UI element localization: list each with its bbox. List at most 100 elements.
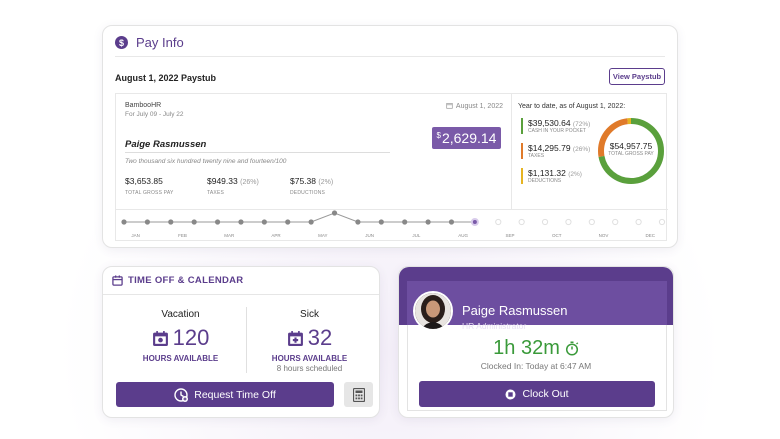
- vacation-hours: 120: [172, 325, 210, 350]
- timeline-month-label: SEP: [505, 233, 515, 238]
- paystub-title: August 1, 2022 Paystub: [115, 73, 217, 83]
- deductions-value: $75.38 (2%): [290, 176, 333, 186]
- timeline-point[interactable]: [238, 219, 244, 225]
- company-name: BambooHR: [125, 102, 162, 109]
- gross-pay-label: TOTAL GROSS PAY: [125, 190, 174, 196]
- clock-out-label: Clock Out: [522, 388, 569, 400]
- ytd-title: Year to date, as of August 1, 2022:: [518, 103, 626, 110]
- timeline-point[interactable]: [308, 219, 314, 225]
- timeline-point[interactable]: [541, 218, 549, 226]
- ytd-taxes: $14,295.79 (26%) TAXES: [521, 143, 590, 159]
- timeline-point[interactable]: [612, 218, 619, 226]
- timeline-point[interactable]: [355, 219, 361, 225]
- timeline-point[interactable]: [448, 219, 455, 225]
- timeline-point[interactable]: [495, 218, 502, 226]
- signature-line: [125, 152, 390, 153]
- vacation-name: Vacation: [161, 309, 200, 320]
- vacation-calendar-icon: [152, 330, 168, 346]
- clock-status-panel: [407, 325, 667, 411]
- sick-name: Sick: [300, 309, 319, 320]
- timeline-point[interactable]: [378, 219, 384, 225]
- timeline-point[interactable]: [168, 219, 174, 225]
- pay-info-title: Pay Info: [136, 35, 184, 50]
- deductions-amount: $75.38: [290, 176, 316, 186]
- taxes-label: TAXES: [207, 190, 225, 196]
- timeline-point[interactable]: [402, 219, 408, 225]
- timeline-point[interactable]: [425, 219, 431, 225]
- pay-info-card: $ Pay Info August 1, 2022 Paystub View P…: [102, 25, 678, 248]
- timeline-month-label: MAR: [224, 233, 235, 238]
- clock-out-button[interactable]: Clock Out: [419, 381, 655, 407]
- timeline-months: JAN FEB MAR APR MAY JUN JUL AUG SEP OCT NOV DEC: [116, 233, 668, 243]
- donut-slice: [598, 118, 664, 184]
- timeline-month-label: JUN: [365, 233, 374, 238]
- request-time-off-button[interactable]: Request Time Off: [116, 382, 334, 407]
- timeline-point[interactable]: [658, 218, 666, 226]
- timeline-line: [124, 212, 475, 223]
- stopwatch-icon: [565, 341, 579, 356]
- pay-date: August 1, 2022: [446, 102, 503, 110]
- timeline-point[interactable]: [635, 218, 642, 226]
- calculator-button[interactable]: [344, 382, 373, 407]
- calendar-icon: [446, 103, 453, 109]
- sick-hours-label: HOURS AVAILABLE: [271, 354, 348, 363]
- clock-in-card: Paige Rasmussen HR Administrator 1h 32m …: [398, 266, 674, 418]
- ytd-deductions-label: DEDUCTIONS: [528, 178, 562, 184]
- ytd-taxes-pct: (26%): [572, 146, 591, 153]
- time-off-title: TIME OFF & CALENDAR: [128, 275, 244, 286]
- timeline-point[interactable]: [121, 219, 127, 225]
- timeline-month-label: NOV: [598, 233, 609, 238]
- timeline-point[interactable]: [191, 219, 197, 225]
- deductions-pct: (2%): [318, 179, 334, 186]
- employee-name: Paige Rasmussen: [125, 139, 207, 150]
- timeline-track: [121, 210, 666, 226]
- pay-date-text: August 1, 2022: [455, 103, 503, 110]
- taxes-pct: (26%): [240, 179, 259, 186]
- sick-hours: 32: [307, 325, 333, 350]
- pay-info-header: $ Pay Info: [115, 35, 184, 50]
- dollar-icon: $: [115, 36, 128, 49]
- pay-period: For July 09 - July 22: [125, 111, 184, 118]
- timeline-month-label: JAN: [131, 233, 140, 238]
- request-time-off-label: Request Time Off: [194, 388, 276, 401]
- divider: [115, 56, 665, 57]
- employee-role: HR Administrator: [462, 321, 527, 331]
- time-off-request-icon: [174, 387, 189, 402]
- timeline-point[interactable]: [261, 219, 267, 225]
- time-off-card: TIME OFF & CALENDAR Vacation 120 HOURS A…: [102, 266, 380, 418]
- ytd-taxes-value: $14,295.79: [528, 143, 571, 153]
- paystub-timeline: JAN FEB MAR APR MAY JUN JUL AUG SEP OCT NOV DEC: [116, 209, 668, 242]
- divider: [511, 94, 512, 209]
- paystub-summary: BambooHR For July 09 - July 22 August 1,…: [115, 93, 668, 242]
- deductions-label: DEDUCTIONS: [290, 190, 326, 196]
- timeline-point[interactable]: [144, 219, 150, 225]
- timeline-point[interactable]: [285, 219, 291, 225]
- taxes-value: $949.33 (26%): [207, 176, 259, 186]
- avatar-image: [415, 293, 451, 329]
- stop-icon: [505, 389, 516, 399]
- ytd-deductions-pct: (2%): [568, 171, 582, 178]
- paystub-details: BambooHR For July 09 - July 22 August 1,…: [116, 94, 511, 209]
- timeline-month-label: APR: [271, 233, 281, 238]
- timeline-month-label: FEB: [178, 233, 187, 238]
- vacation-hours-label: HOURS AVAILABLE: [142, 354, 219, 363]
- vacation-balance[interactable]: Vacation 120 HOURS AVAILABLE: [113, 309, 248, 363]
- view-paystub-button[interactable]: View Paystub: [609, 68, 665, 85]
- timeline-point[interactable]: [565, 218, 572, 226]
- sick-balance[interactable]: Sick 32 HOURS AVAILABLE 8 hours schedule…: [242, 309, 377, 373]
- taxes-amount: $949.33: [207, 176, 238, 186]
- ytd-deductions: $1,131.32 (2%) DEDUCTIONS: [521, 168, 582, 184]
- elapsed-time-value: 1h 32m: [493, 337, 560, 359]
- timeline-point[interactable]: [214, 219, 221, 225]
- ytd-cash: $39,530.64 (72%) CASH IN YOUR POCKET: [521, 118, 590, 134]
- timeline-month-label: AUG: [458, 233, 469, 238]
- timeline-point[interactable]: [470, 218, 479, 226]
- timeline-point[interactable]: [588, 218, 595, 226]
- ytd-total-label: TOTAL GROSS PAY: [608, 151, 654, 157]
- employee-banner: Paige Rasmussen HR Administrator: [407, 281, 667, 331]
- timeline-point[interactable]: [331, 210, 338, 216]
- calendar-icon: [112, 275, 123, 286]
- timeline-point[interactable]: [518, 218, 525, 226]
- sick-calendar-icon: [287, 330, 303, 346]
- sick-scheduled: 8 hours scheduled: [276, 364, 343, 373]
